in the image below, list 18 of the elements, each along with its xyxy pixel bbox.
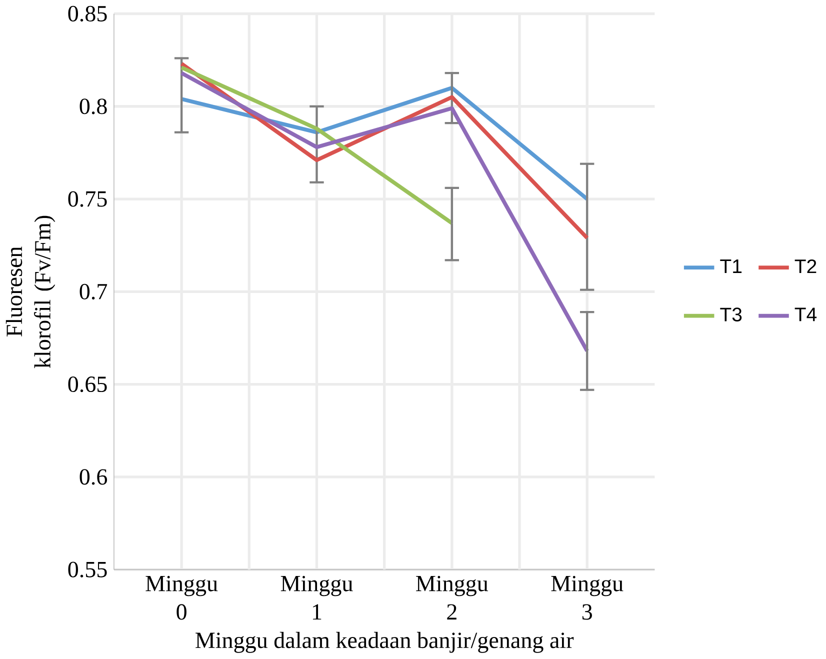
legend-label: T3 xyxy=(720,308,742,322)
x-axis-title: Minggu dalam keadaan banjir/genang air xyxy=(196,632,574,653)
legend-label: T4 xyxy=(794,308,817,322)
x-tick-label: Minggu 3 xyxy=(551,576,624,620)
y-tick-label: 0.8 xyxy=(80,98,107,114)
x-tick-label: Minggu 0 xyxy=(146,576,218,620)
y-axis-title: Fluoresen klorofil (Fv/Fm) xyxy=(6,216,56,368)
legend-label: T2 xyxy=(794,260,816,274)
y-tick-label: 0.6 xyxy=(80,469,108,485)
y-tick-label: 0.55 xyxy=(68,562,107,578)
x-tick-label: Minggu 2 xyxy=(416,576,488,620)
y-tick-label: 0.85 xyxy=(68,6,107,22)
y-tick-label: 0.65 xyxy=(68,376,107,392)
legend-label: T1 xyxy=(720,260,742,274)
y-tick-label: 0.75 xyxy=(68,191,107,207)
x-tick-label: Minggu 1 xyxy=(280,576,353,620)
y-tick-label: 0.7 xyxy=(80,284,108,300)
line-series xyxy=(180,71,590,354)
